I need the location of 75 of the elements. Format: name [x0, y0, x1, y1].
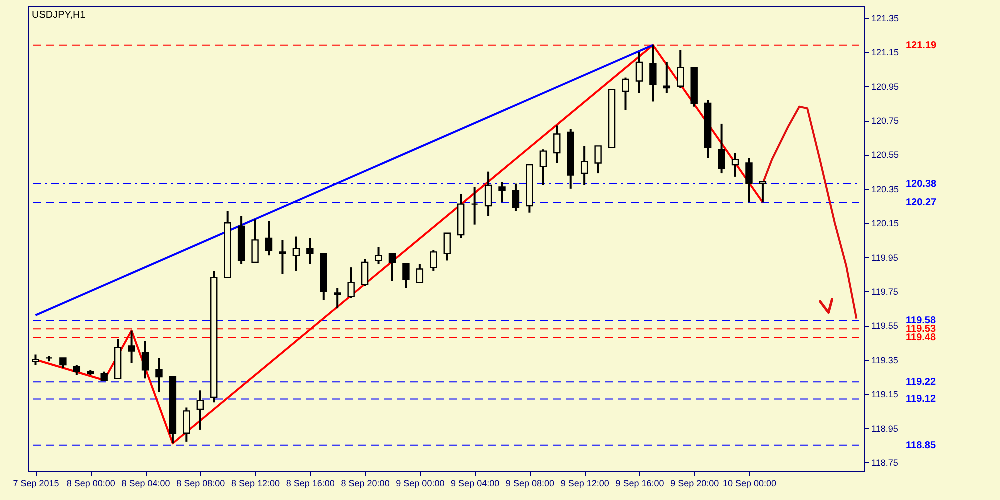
candlestick [444, 232, 451, 262]
x-tick-label: 8 Sep 16:00 [286, 478, 335, 488]
candlestick [402, 263, 410, 290]
x-tick-label: 9 Sep 16:00 [616, 478, 664, 488]
candlestick [375, 246, 382, 266]
ref-line-label: 120.38 [906, 178, 938, 190]
y-tick-label: 120.35 [872, 184, 900, 194]
ref-line-label: 121.19 [906, 40, 938, 52]
candlestick [732, 152, 740, 178]
candlestick [306, 238, 314, 266]
candlestick [622, 76, 630, 112]
ref-line-label: 118.85 [906, 440, 936, 452]
x-tick-label: 9 Sep 12:00 [560, 478, 610, 488]
candlestick [183, 406, 190, 443]
x-tick-label: 10 Sep 00:00 [722, 478, 777, 488]
candlestick [663, 61, 671, 94]
candlestick [650, 44, 657, 103]
candlestick [32, 354, 40, 366]
x-tick-label: 9 Sep 20:00 [670, 478, 720, 488]
y-tick-label: 119.75 [872, 286, 898, 297]
candlestick [484, 170, 492, 218]
candlestick [252, 218, 259, 264]
candlestick [416, 263, 424, 284]
candlestick [636, 51, 644, 94]
candlestick [746, 157, 753, 204]
candlestick [196, 390, 204, 431]
candlestick [292, 236, 300, 272]
candlestick [554, 124, 561, 164]
candlestick [498, 181, 506, 204]
candlestick [361, 258, 369, 288]
x-tick-label: 8 Sep 00:00 [66, 478, 116, 488]
y-tick-label: 121.35 [872, 13, 900, 24]
x-tick-label: 8 Sep 20:00 [341, 478, 390, 488]
y-tick-label: 119.55 [872, 321, 898, 332]
x-tick-label: 7 Sep 2015 [13, 478, 60, 488]
candlestick [677, 49, 684, 90]
ref-line-label: 120.27 [906, 198, 938, 209]
x-tick-label: 8 Sep 08:00 [176, 478, 226, 488]
candlestick [512, 182, 520, 212]
candlestick [334, 287, 342, 310]
x-tick-label: 9 Sep 04:00 [451, 478, 500, 488]
candlestick [156, 357, 163, 394]
candlestick [348, 266, 355, 300]
candlestick [718, 122, 726, 175]
candlestick [60, 357, 67, 370]
chart-title: USDJPY,H1 [32, 10, 86, 21]
y-tick-label: 118.95 [872, 424, 898, 434]
candlestick [759, 181, 767, 204]
y-tick-label: 119.95 [872, 252, 898, 263]
candlestick [128, 330, 136, 364]
y-tick-label: 119.35 [872, 355, 898, 366]
candlestick [73, 364, 81, 376]
y-tick-label: 118.75 [872, 458, 898, 468]
x-tick-label: 8 Sep 12:00 [232, 478, 280, 488]
y-tick-label: 120.55 [872, 150, 900, 160]
x-tick-label: 9 Sep 00:00 [396, 478, 445, 488]
x-tick-label: 9 Sep 08:00 [506, 478, 554, 488]
candlestick [430, 249, 438, 272]
x-tick-label: 8 Sep 04:00 [122, 478, 170, 488]
candlestick [594, 145, 602, 175]
candlestick [265, 220, 273, 257]
y-tick-label: 120.75 [872, 116, 900, 126]
y-tick-label: 121.15 [872, 48, 900, 58]
candlestick [142, 340, 150, 380]
y-tick-label: 120.15 [872, 218, 900, 229]
candlestick [540, 148, 548, 187]
candlestick [388, 252, 396, 282]
candlestick [279, 239, 286, 276]
ref-line-label: 119.22 [906, 377, 936, 388]
y-tick-label: 119.15 [872, 390, 898, 400]
y-tick-label: 120.95 [872, 82, 900, 92]
ref-line-label: 119.48 [906, 332, 936, 344]
candlestick [471, 186, 478, 226]
ref-line-label: 119.12 [906, 394, 936, 406]
candlestick [580, 145, 588, 187]
